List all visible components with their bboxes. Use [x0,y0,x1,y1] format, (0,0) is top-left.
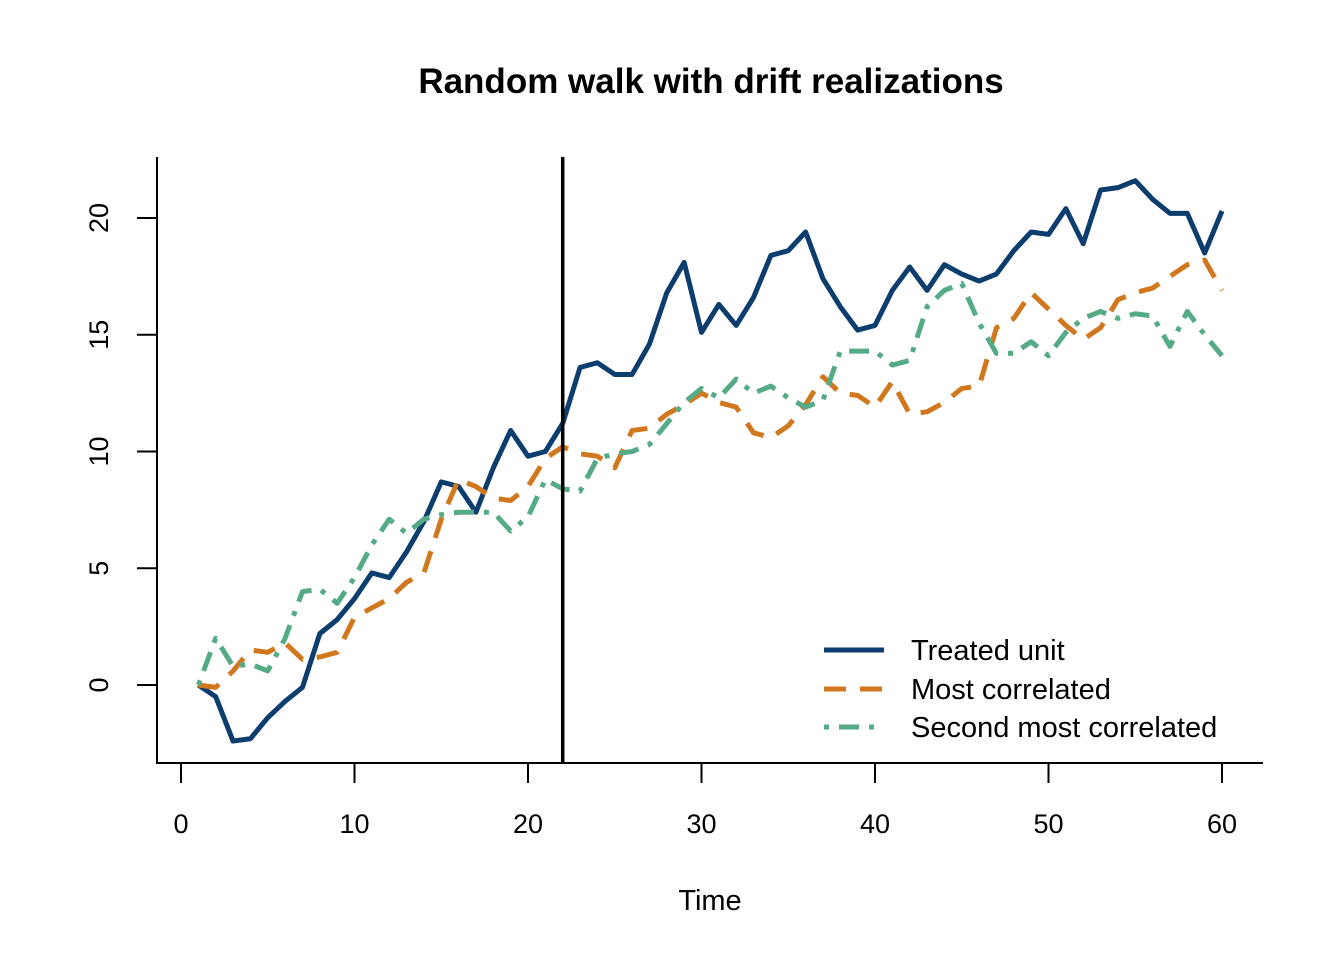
legend: Treated unit Most correlated Second most c… [824,635,1217,744]
x-axis-title: Time [678,885,741,917]
y-tick-label: 5 [84,561,114,576]
y-tick-label: 15 [84,320,114,350]
x-tick-label: 50 [1033,809,1063,839]
chart-title: Random walk with drift realizations [418,62,1003,101]
series-layer [196,178,1225,744]
legend-label: Treated unit [911,635,1065,667]
legend-label: Most correlated [911,674,1111,706]
legend-label: Second most correlated [911,712,1217,744]
y-axis: 0 5 10 15 20 [84,203,157,693]
x-tick-label: 60 [1207,809,1237,839]
series-line-treated-unit [196,178,1225,744]
plot-frame [156,157,1263,764]
x-tick-label: 40 [860,809,890,839]
y-tick-label: 10 [84,436,114,466]
x-tick-label: 10 [339,809,369,839]
x-tick-label: 30 [686,809,716,839]
series-line-most-correlated [198,257,1225,690]
x-tick-label: 0 [173,809,188,839]
y-tick-label: 0 [84,677,114,692]
y-tick-label: 20 [84,203,114,233]
x-axis: 0 10 20 30 40 50 60 [173,763,1237,839]
x-tick-label: 20 [513,809,543,839]
